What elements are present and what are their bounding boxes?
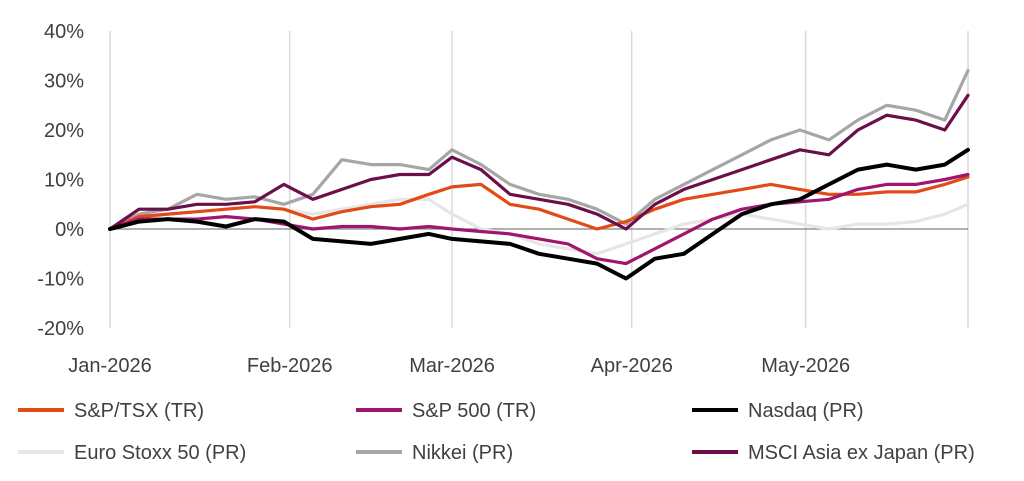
x-tick-label: May-2026 (761, 355, 850, 377)
legend-item: S&P 500 (TR) (356, 400, 536, 422)
series-line-2 (108, 147, 970, 281)
legend-item: Nikkei (PR) (356, 442, 513, 464)
y-tick-label: -10% (37, 269, 84, 291)
legend-item: MSCI Asia ex Japan (PR) (692, 442, 975, 464)
series-line-1 (108, 172, 970, 266)
legend-item: Nasdaq (PR) (692, 400, 864, 422)
legend-item: Euro Stoxx 50 (PR) (18, 442, 246, 464)
legend: S&P/TSX (TR) S&P 500 (TR) Nasdaq (PR) Euro … (18, 400, 975, 464)
grid-layer (109, 31, 969, 328)
legend-label: Euro Stoxx 50 (PR) (74, 442, 246, 464)
y-axis-tick-labels: -20% -10% 0% 10% 20% 30% 40% (37, 21, 84, 340)
series-line-5 (108, 93, 970, 231)
y-tick-label: -20% (37, 318, 84, 340)
x-tick-label: Apr-2026 (591, 355, 673, 377)
legend-label: MSCI Asia ex Japan (PR) (748, 442, 975, 464)
series-line-0 (108, 175, 970, 231)
series-lines (108, 68, 970, 281)
legend-label: Nikkei (PR) (412, 442, 513, 464)
legend-label: S&P/TSX (TR) (74, 400, 204, 422)
series-line-4 (108, 68, 970, 231)
legend-label: Nasdaq (PR) (748, 400, 864, 422)
y-tick-label: 0% (55, 219, 84, 241)
y-tick-label: 30% (44, 71, 84, 93)
x-tick-label: Jan-2026 (68, 355, 151, 377)
legend-item: S&P/TSX (TR) (18, 400, 204, 422)
y-tick-label: 10% (44, 170, 84, 192)
y-tick-label: 40% (44, 21, 84, 43)
legend-label: S&P 500 (TR) (412, 400, 536, 422)
x-axis-tick-labels: Jan-2026 Feb-2026 Mar-2026 Apr-2026 May-2026 (68, 355, 850, 377)
y-tick-label: 20% (44, 120, 84, 142)
x-tick-label: Mar-2026 (409, 355, 495, 377)
x-tick-label: Feb-2026 (247, 355, 333, 377)
